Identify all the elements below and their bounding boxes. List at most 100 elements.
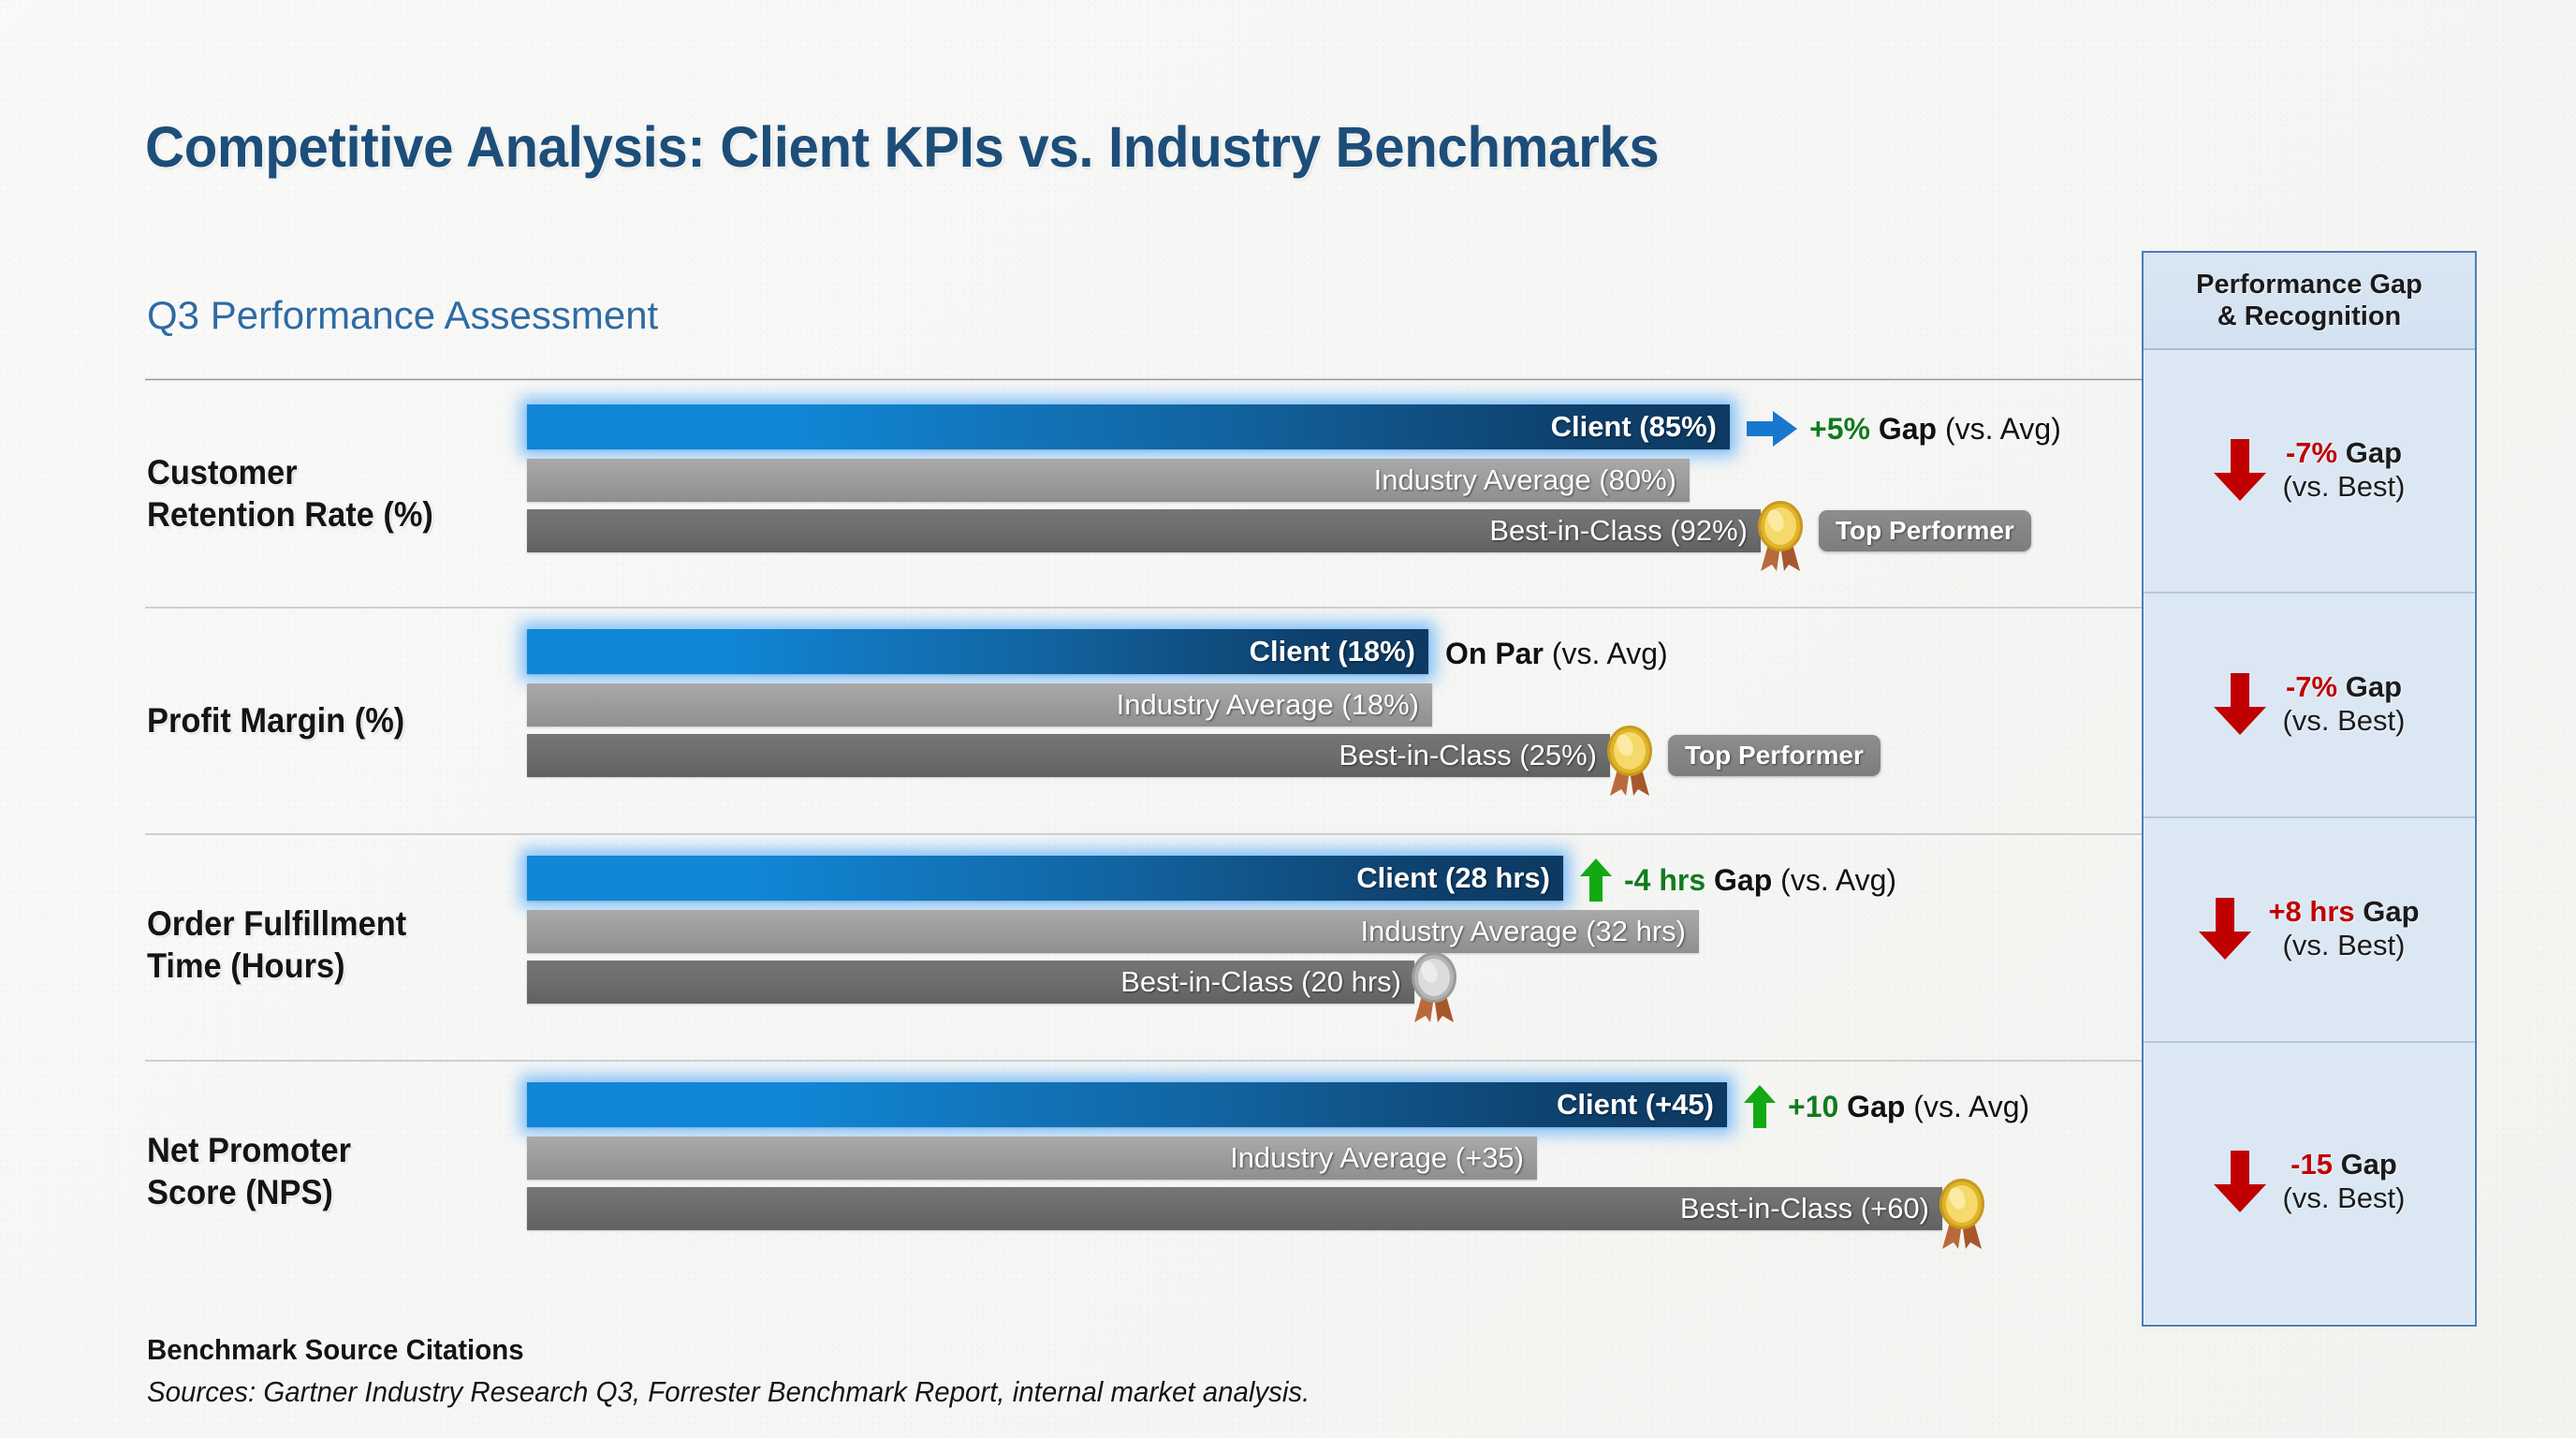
- client-gap-annotation: +5% Gap (vs. Avg): [1747, 406, 2061, 451]
- gap-value: -15: [2291, 1147, 2333, 1181]
- annotation-label: Gap: [1714, 862, 1773, 897]
- gold-medal-icon: [1939, 1179, 1984, 1249]
- bar-best-in-class: Best-in-Class (+60): [527, 1187, 1942, 1230]
- bar-industry-average: Industry Average (80%): [527, 459, 1690, 502]
- gap-label: Gap: [2345, 436, 2403, 470]
- client-gap-annotation: +10 Gap (vs. Avg): [1744, 1084, 2029, 1129]
- kpi-category-label: Net Promoter Score (NPS): [147, 1129, 495, 1213]
- medal-wrapper: [1933, 1176, 1991, 1249]
- down-arrow-icon: [2213, 1150, 2266, 1212]
- gold-medal-icon: [1758, 501, 1803, 571]
- gap-label: Gap: [2340, 1147, 2397, 1181]
- gap-cell: +8 hrs Gap (vs. Best): [2144, 816, 2475, 1043]
- page-subtitle: Q3 Performance Assessment: [147, 293, 659, 337]
- bar-client: Client (18%): [527, 629, 1428, 674]
- bar-best-in-class: Best-in-Class (92%): [527, 509, 1761, 552]
- annotation-label: Gap: [1847, 1089, 1906, 1123]
- annotation-text: On Par (vs. Avg): [1445, 637, 1668, 671]
- annotation-text: -4 hrs Gap (vs. Avg): [1624, 863, 1896, 898]
- top-performer-badge-label: Top Performer: [1836, 516, 2014, 545]
- kpi-label-line2: Retention Rate (%): [147, 495, 433, 535]
- gap-qualifier: (vs. Best): [2282, 704, 2406, 737]
- client-gap-annotation: -4 hrs Gap (vs. Avg): [1580, 858, 1896, 902]
- down-arrow-icon: [2199, 898, 2252, 960]
- annotation-value: -4 hrs: [1624, 862, 1706, 897]
- gap-value: +8 hrs: [2268, 895, 2355, 929]
- gap-cell: -7% Gap (vs. Best): [2144, 592, 2475, 818]
- client-gap-annotation: On Par (vs. Avg): [1445, 631, 1668, 676]
- annotation-text: +5% Gap (vs. Avg): [1809, 412, 2061, 447]
- annotation-qualifier: (vs. Avg): [1944, 411, 2061, 446]
- kpi-label-line1: Net Promoter: [147, 1131, 351, 1169]
- right-arrow-icon: [1747, 411, 1797, 447]
- performance-gap-panel-header: Performance Gap & Recognition: [2144, 253, 2475, 350]
- bar-value-label: Industry Average (80%): [1373, 463, 1676, 496]
- annotation-qualifier: (vs. Avg): [1913, 1089, 2030, 1123]
- bar-value-label: Best-in-Class (25%): [1339, 739, 1597, 771]
- gap-label: Gap: [2345, 670, 2403, 704]
- gap-qualifier: (vs. Best): [2282, 1181, 2406, 1214]
- top-performer-badge: Top Performer: [1668, 735, 1881, 776]
- annotation-qualifier: (vs. Avg): [1780, 862, 1897, 897]
- top-performer-badge: Top Performer: [1819, 510, 2031, 551]
- down-arrow-icon: [2213, 439, 2266, 501]
- bar-industry-average: Industry Average (+35): [527, 1137, 1537, 1180]
- kpi-label-line1: Profit Margin (%): [147, 701, 405, 740]
- bar-industry-average: Industry Average (18%): [527, 683, 1432, 726]
- annotation-value: +5%: [1809, 411, 1870, 446]
- bar-value-label: Industry Average (+35): [1230, 1141, 1524, 1174]
- gap-cell: -15 Gap (vs. Best): [2144, 1041, 2475, 1321]
- annotation-value: On Par: [1445, 636, 1544, 670]
- panel-header-line2: & Recognition: [2217, 301, 2402, 331]
- row-separator: [145, 1060, 2144, 1062]
- bar-best-in-class: Best-in-Class (20 hrs): [527, 961, 1414, 1004]
- up-arrow-icon: [1744, 1085, 1776, 1128]
- bar-value-label: Client (+45): [1557, 1088, 1714, 1121]
- bar-client: Client (85%): [527, 404, 1730, 449]
- kpi-label-line1: Order Fulfillment: [147, 904, 407, 943]
- bar-value-label: Best-in-Class (92%): [1489, 514, 1748, 547]
- annotation-qualifier: (vs. Avg): [1551, 636, 1668, 670]
- bar-value-label: Client (28 hrs): [1356, 861, 1550, 894]
- up-arrow-icon: [1580, 858, 1612, 902]
- annotation-value: +10: [1788, 1089, 1839, 1123]
- gap-cell-text: +8 hrs Gap (vs. Best): [2268, 895, 2419, 962]
- kpi-label-line2: Score (NPS): [147, 1173, 333, 1212]
- row-separator: [145, 833, 2144, 835]
- bar-value-label: Best-in-Class (+60): [1679, 1192, 1929, 1225]
- bar-value-label: Client (18%): [1249, 635, 1415, 668]
- bar-best-in-class: Best-in-Class (25%): [527, 734, 1610, 777]
- gap-value: -7%: [2285, 670, 2338, 704]
- down-arrow-icon: [2213, 673, 2266, 735]
- row-separator: [145, 607, 2144, 609]
- kpi-category-label: Profit Margin (%): [147, 699, 495, 741]
- page-title: Competitive Analysis: Client KPIs vs. In…: [145, 115, 1660, 179]
- annotation-label: Gap: [1878, 411, 1938, 446]
- footer-sources: Sources: Gartner Industry Research Q3, F…: [147, 1375, 1310, 1408]
- gap-cell-text: -15 Gap (vs. Best): [2283, 1148, 2406, 1215]
- gap-label: Gap: [2363, 895, 2420, 929]
- bar-value-label: Best-in-Class (20 hrs): [1120, 965, 1401, 998]
- gap-value: -7%: [2285, 436, 2338, 470]
- top-performer-badge-label: Top Performer: [1685, 741, 1864, 770]
- header-divider: [145, 378, 2144, 381]
- silver-medal-icon: [1412, 952, 1456, 1022]
- kpi-category-label: Customer Retention Rate (%): [147, 451, 495, 536]
- medal-wrapper: [1405, 949, 1463, 1022]
- bar-value-label: Client (85%): [1550, 410, 1717, 443]
- gap-cell-text: -7% Gap (vs. Best): [2283, 436, 2406, 504]
- gap-qualifier: (vs. Best): [2282, 470, 2406, 503]
- footer: Benchmark Source Citations Sources: Gart…: [147, 1333, 1371, 1409]
- bar-client: Client (+45): [527, 1082, 1727, 1127]
- panel-header-line1: Performance Gap: [2196, 269, 2422, 300]
- gold-medal-icon: [1607, 726, 1652, 796]
- bar-industry-average: Industry Average (32 hrs): [527, 910, 1699, 953]
- medal-wrapper: [1751, 498, 1809, 571]
- performance-gap-panel: Performance Gap & Recognition -7% Gap (vs…: [2142, 251, 2477, 1327]
- kpi-category-label: Order Fulfillment Time (Hours): [147, 902, 495, 987]
- kpi-label-line2: Time (Hours): [147, 946, 345, 986]
- footer-title: Benchmark Source Citations: [147, 1333, 524, 1366]
- bar-value-label: Industry Average (32 hrs): [1360, 915, 1687, 947]
- gap-qualifier: (vs. Best): [2282, 929, 2406, 961]
